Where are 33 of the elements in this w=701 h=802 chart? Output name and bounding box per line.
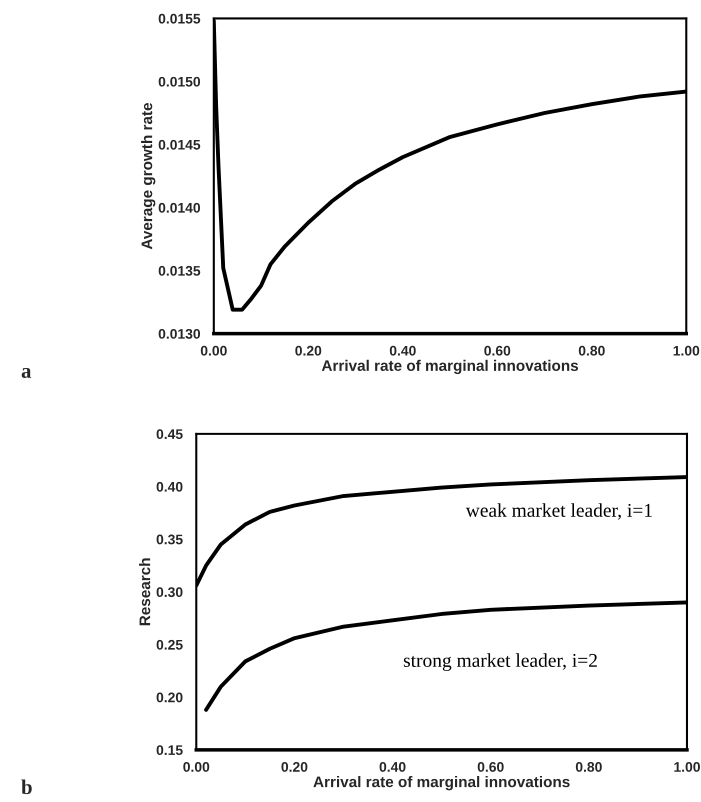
y-axis-title: Average growth rate — [141, 102, 156, 250]
series-label: strong market leader, i=2 — [404, 653, 597, 671]
y-tick-label: 0.30 — [156, 587, 183, 598]
x-tick-label: 0.40 — [390, 346, 416, 356]
y-tick-label: 0.40 — [156, 482, 183, 492]
y-tick-label: 0.0140 — [158, 202, 200, 213]
y-tick-label: 0.35 — [156, 534, 183, 544]
y-tick-label: 0.0145 — [158, 140, 200, 150]
y-tick-label: 0.20 — [156, 692, 183, 702]
x-tick-label: 0.20 — [281, 762, 308, 772]
y-tick-label: 0.0135 — [158, 266, 200, 276]
x-tick-label: 1.00 — [674, 346, 700, 356]
y-axis-title: Research — [139, 558, 150, 626]
text: b — [21, 780, 32, 794]
y-tick-label: 0.0130 — [158, 328, 200, 339]
y-tick-label: 0.45 — [156, 429, 183, 440]
x-tick-label: 0.20 — [295, 346, 322, 356]
x-tick-label: 0.40 — [380, 762, 406, 772]
x-tick-label: 0.80 — [578, 346, 605, 356]
y-tick-label: 0.0150 — [158, 76, 200, 87]
x-tick-label: 0.00 — [200, 346, 227, 356]
x-tick-label: 0.60 — [484, 346, 510, 356]
x-axis-title: Arrival rate of marginal innovations — [322, 360, 578, 374]
y-tick-label: 0.25 — [156, 640, 183, 650]
y-tick-label: 0.0155 — [158, 14, 200, 24]
x-tick-label: 0.60 — [478, 762, 504, 772]
x-tick-label: 0.00 — [183, 762, 210, 772]
series-label: weak market leader, i=1 — [466, 503, 652, 520]
x-tick-label: 1.00 — [674, 762, 700, 772]
x-tick-label: 0.80 — [576, 762, 602, 772]
y-tick-label: 0.15 — [156, 745, 183, 756]
text: a — [22, 368, 32, 378]
x-axis-title: Arrival rate of marginal innovations — [313, 776, 570, 790]
